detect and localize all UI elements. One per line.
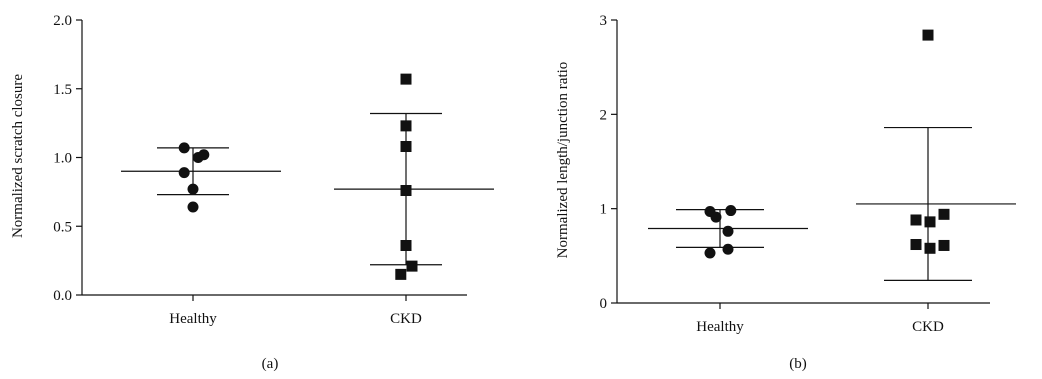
panel-a-data-point (178, 167, 190, 179)
panel-a-data-point (400, 73, 412, 85)
panel-b-y-axis-label: Normalized length/junction ratio (555, 62, 571, 259)
panel-a-y-tick-label: 1.5 (53, 82, 72, 98)
panel-a-y-tick-label: 0.0 (53, 288, 72, 304)
panel-b-data-point (938, 239, 950, 251)
panel-a-data-point (400, 120, 412, 132)
panel-a-data-point (400, 240, 412, 251)
panel-a-y-tick-label: 0.5 (53, 219, 72, 235)
panel-a-x-tick-label: Healthy (169, 311, 217, 327)
panel-a-data-point (178, 142, 190, 154)
panel-b-data-point (938, 208, 950, 220)
panel-b: 0 1 2 3 Healthy CKD Normalized length/junctio… (555, 13, 1016, 372)
panel-b-data-point (924, 242, 936, 254)
panel-b-data-point (725, 205, 737, 217)
panel-a-data-point (198, 149, 210, 161)
panel-b-plot-area: 0 1 2 3 Healthy CKD (600, 13, 1016, 335)
panel-a-data-point (395, 268, 407, 280)
panel-b-data-point (910, 239, 922, 251)
panel-b-data-point (910, 214, 922, 226)
panel-a-label: (a) (262, 356, 279, 372)
panel-b-data-point (722, 225, 734, 237)
panel-a-data-point (187, 183, 199, 195)
panel-b-y-tick-label: 1 (600, 202, 608, 218)
panel-a-data-point (400, 185, 412, 196)
panel-a-y-tick-label: 1.0 (53, 151, 72, 167)
panel-a-y-tick-label: 2.0 (53, 13, 72, 29)
panel-a-y-axis-label: Normalized scratch closure (10, 74, 26, 238)
panel-a-plot-area: 0.0 0.5 1.0 1.5 2.0 Healthy CKD (53, 13, 494, 327)
panel-b-data-point (924, 216, 936, 228)
panel-b-x-tick-label: CKD (912, 319, 944, 335)
panel-a: 0.0 0.5 1.0 1.5 2.0 Healthy CKD Normalized scr… (10, 13, 494, 372)
panel-a-data-point (406, 260, 418, 272)
panel-b-y-tick-label: 2 (600, 107, 608, 123)
panel-b-data-point (704, 247, 716, 259)
panel-a-data-point (187, 201, 199, 213)
panel-b-data-point (722, 243, 734, 255)
panel-b-data-point (922, 29, 934, 41)
panel-b-label: (b) (789, 356, 807, 372)
panel-b-y-tick-label: 0 (600, 296, 608, 312)
panel-b-x-tick-label: Healthy (696, 319, 744, 335)
panel-b-data-point (710, 211, 722, 223)
panel-a-data-point (400, 141, 412, 152)
panel-b-y-tick-label: 3 (600, 13, 608, 29)
panel-a-x-tick-label: CKD (390, 311, 422, 327)
